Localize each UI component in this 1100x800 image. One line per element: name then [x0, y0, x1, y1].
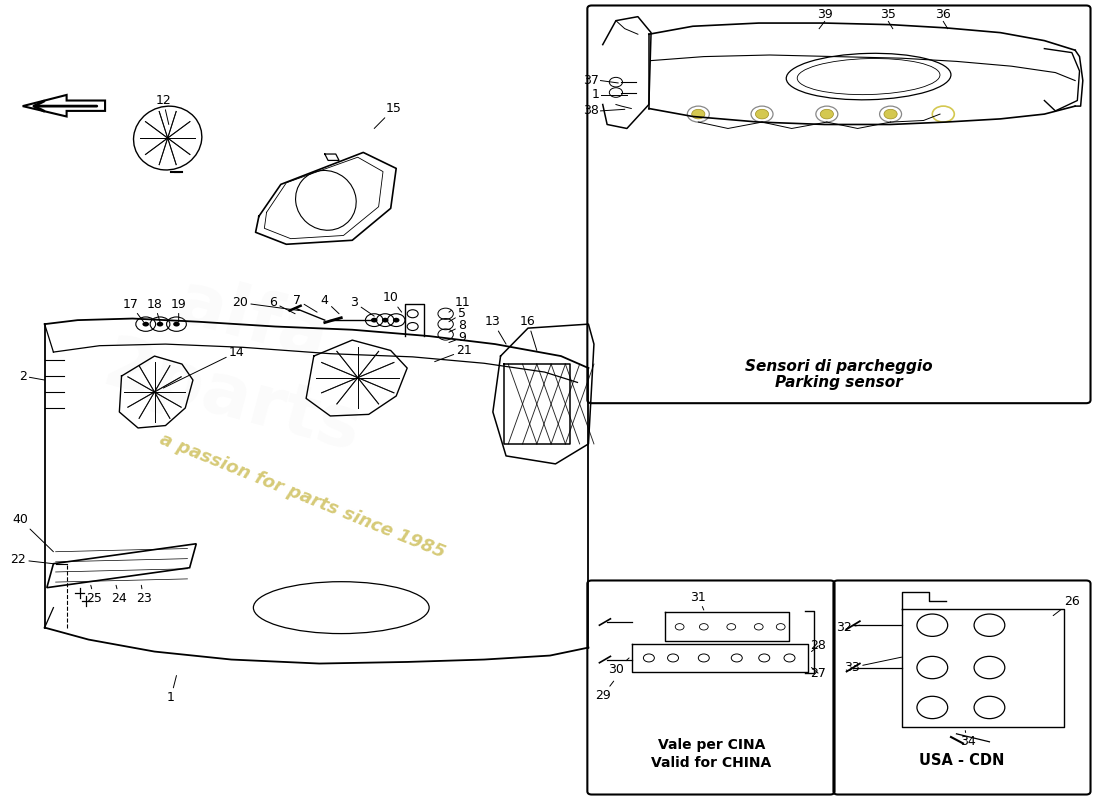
Text: 33: 33 — [844, 657, 902, 674]
Text: alfa
2parts: alfa 2parts — [96, 254, 389, 466]
Text: Sensori di parcheggio: Sensori di parcheggio — [745, 359, 933, 374]
Text: Valid for CHINA: Valid for CHINA — [651, 755, 771, 770]
Text: 27: 27 — [810, 666, 826, 680]
Text: 23: 23 — [135, 586, 152, 605]
Text: 9: 9 — [449, 331, 466, 344]
Circle shape — [756, 110, 769, 119]
Text: Parking sensor: Parking sensor — [776, 375, 903, 390]
Text: 16: 16 — [520, 315, 537, 350]
Text: 1: 1 — [167, 675, 176, 703]
Text: 7: 7 — [294, 294, 317, 312]
Text: 3: 3 — [351, 296, 374, 316]
Circle shape — [371, 318, 377, 322]
Text: 2: 2 — [19, 370, 45, 382]
Text: 21: 21 — [434, 344, 472, 362]
Text: 4: 4 — [321, 294, 339, 314]
Text: 34: 34 — [959, 730, 976, 748]
Text: 5: 5 — [449, 307, 466, 322]
Circle shape — [393, 318, 399, 322]
Text: 31: 31 — [691, 590, 706, 610]
Circle shape — [142, 322, 148, 326]
Text: 32: 32 — [837, 621, 860, 634]
Text: 39: 39 — [817, 8, 833, 21]
Circle shape — [382, 318, 388, 322]
Text: 36: 36 — [935, 8, 952, 21]
Circle shape — [156, 322, 163, 326]
Text: Vale per CINA: Vale per CINA — [658, 738, 766, 752]
Circle shape — [884, 110, 898, 119]
Text: 6: 6 — [270, 296, 295, 314]
Circle shape — [821, 110, 834, 119]
Text: a passion for parts since 1985: a passion for parts since 1985 — [157, 430, 448, 562]
Text: 40: 40 — [12, 514, 54, 552]
Text: 8: 8 — [449, 319, 466, 332]
Text: 1: 1 — [592, 89, 600, 102]
Text: 11: 11 — [449, 296, 470, 312]
Text: 18: 18 — [146, 298, 163, 322]
Text: 25: 25 — [86, 586, 102, 605]
Circle shape — [692, 110, 705, 119]
Text: 17: 17 — [122, 298, 143, 322]
Text: 22: 22 — [10, 554, 54, 566]
Text: 24: 24 — [111, 586, 128, 605]
Text: 28: 28 — [810, 639, 826, 653]
Text: 15: 15 — [374, 102, 401, 129]
Text: USA - CDN: USA - CDN — [920, 754, 1004, 769]
Text: 37: 37 — [584, 74, 600, 87]
Text: 13: 13 — [485, 315, 506, 344]
Text: 29: 29 — [595, 681, 614, 702]
Text: 35: 35 — [880, 8, 896, 21]
Text: 26: 26 — [1053, 594, 1080, 616]
Text: 20: 20 — [232, 296, 299, 310]
Text: 19: 19 — [170, 298, 187, 322]
Text: 10: 10 — [383, 291, 402, 312]
Text: 30: 30 — [608, 658, 629, 677]
Text: 12: 12 — [155, 94, 172, 125]
Text: 14: 14 — [163, 346, 245, 388]
Text: 38: 38 — [584, 105, 600, 118]
Circle shape — [173, 322, 179, 326]
